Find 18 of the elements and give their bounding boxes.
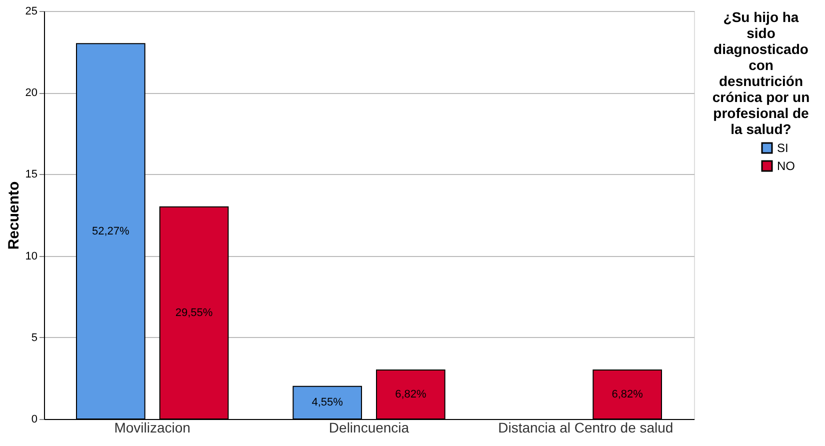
- y-tick-label: 15: [25, 168, 38, 181]
- annotation: 6,82%: [612, 388, 644, 401]
- x-tick-label: Distancia al Centro de salud: [498, 420, 674, 436]
- y-tick-label: 10: [25, 250, 38, 262]
- annotation: 6,82%: [395, 388, 426, 401]
- annotation: 4,55%: [312, 396, 344, 409]
- x-tick-label: Delincuencia: [328, 420, 410, 436]
- x-tick-label: Movilizacion: [114, 420, 190, 436]
- y-axis-title: Recuento: [5, 181, 22, 250]
- legend-label: SI: [777, 141, 788, 155]
- y-tick-label: 0: [31, 414, 38, 426]
- legend-title: ¿Su hijo ha sido diagnosticado con desnutrición crónica por un profesional de la salud?: [712, 9, 810, 137]
- annotation: 29,55%: [175, 306, 213, 319]
- legend-label: NO: [777, 159, 795, 173]
- y-tick-label: 20: [25, 87, 38, 100]
- y-tick-label: 25: [25, 6, 38, 18]
- annotation: 52,27%: [92, 225, 130, 238]
- y-tick-label: 5: [31, 332, 38, 344]
